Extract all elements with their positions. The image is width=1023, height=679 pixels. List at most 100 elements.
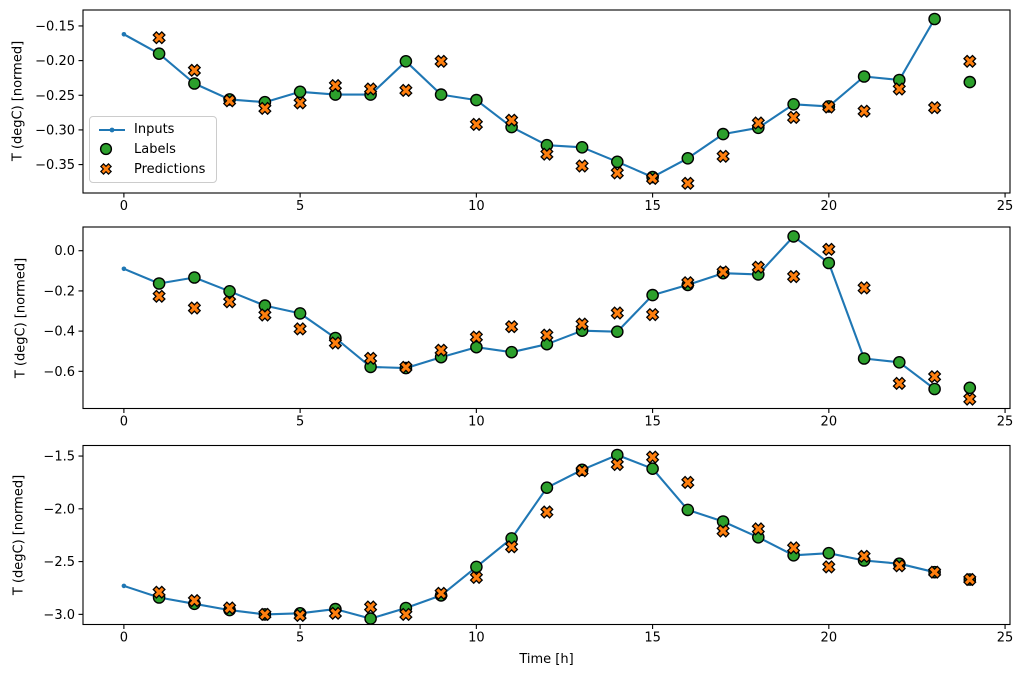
label-marker: [470, 560, 483, 574]
prediction-marker: [434, 54, 448, 69]
prediction-marker: [681, 475, 695, 490]
legend-entry-labels: Labels: [98, 141, 210, 157]
inputs-line: [123, 453, 935, 620]
label-marker: [611, 155, 624, 169]
prediction-marker: [399, 607, 413, 622]
subplot-2: 0.0 −0.2 −0.4 −0.6 0 5 10 15 20 25: [43, 226, 1013, 430]
label-marker: [893, 355, 906, 369]
legend: Inputs Labels Predictions: [89, 116, 217, 183]
y-tick-label: −0.30: [35, 123, 75, 138]
label-marker: [470, 93, 483, 107]
prediction-marker: [222, 295, 237, 309]
prediction-marker: [399, 83, 413, 98]
x-axis-ticks: 0 5 10 15 20 25: [120, 408, 1013, 430]
label-marker: [787, 230, 800, 243]
prediction-marker: [610, 306, 625, 320]
prediction-marker: [363, 600, 378, 614]
x-tick-label: 20: [821, 631, 838, 646]
prediction-marker: [610, 457, 625, 472]
y-tick-label: −0.15: [35, 19, 75, 34]
x-tick-label: 0: [120, 415, 128, 430]
prediction-marker: [222, 94, 237, 108]
prediction-marker: [152, 30, 166, 45]
y-axis-label-bottom: T (degC) [normed]: [11, 474, 27, 596]
label-marker: [681, 503, 695, 517]
prediction-marker: [751, 522, 766, 536]
inputs-line: [123, 235, 936, 390]
prediction-marker: [258, 101, 272, 116]
legend-label-inputs: Inputs: [134, 122, 175, 138]
y-tick-label: −2.0: [43, 502, 75, 517]
y-axis-label-middle: T (degC) [normed]: [13, 257, 29, 379]
prediction-marker: [681, 176, 695, 191]
label-marker: [399, 55, 413, 68]
label-marker: [611, 325, 624, 339]
prediction-marker: [434, 586, 448, 601]
label-marker: [188, 77, 201, 90]
prediction-marker: [328, 606, 343, 621]
x-tick-label: 10: [468, 631, 485, 646]
prediction-marker: [328, 78, 343, 93]
label-marker: [364, 612, 377, 625]
x-axis-label: Time [h]: [519, 652, 574, 667]
labels-series: [152, 230, 977, 396]
x-tick-label: 10: [468, 199, 485, 214]
y-tick-label: −0.20: [35, 54, 75, 69]
prediction-marker: [645, 450, 660, 464]
prediction-marker: [540, 505, 554, 519]
inputs-line-icon: [99, 127, 125, 133]
y-tick-label: −0.2: [43, 284, 75, 299]
label-marker: [822, 256, 836, 270]
prediction-marker: [152, 289, 166, 304]
label-marker: [293, 307, 307, 320]
label-marker: [928, 382, 941, 396]
x-tick-label: 5: [296, 199, 304, 214]
input-dot: [121, 32, 127, 37]
prediction-marker: [293, 608, 307, 623]
prediction-marker: [258, 607, 272, 622]
prediction-marker: [645, 307, 660, 322]
prediction-marker: [716, 265, 730, 279]
label-marker: [646, 288, 659, 302]
x-tick-label: 15: [644, 415, 661, 430]
predictions-x-icon: [99, 163, 113, 176]
predictions-series: [152, 30, 977, 191]
label-marker: [857, 352, 871, 365]
label-marker: [716, 127, 730, 141]
prediction-marker: [751, 260, 766, 274]
prediction-marker: [575, 464, 589, 478]
prediction-marker: [540, 147, 554, 161]
labels-circle-icon: [99, 143, 113, 156]
label-marker: [928, 12, 941, 26]
label-marker: [575, 140, 589, 154]
inputs-series: [121, 452, 937, 621]
label-marker: [646, 462, 659, 476]
label-marker: [505, 345, 518, 359]
predictions-series: [152, 450, 977, 623]
prediction-marker: [716, 149, 730, 164]
x-tick-label: 20: [821, 415, 838, 430]
label-marker: [716, 515, 730, 528]
prediction-marker: [927, 565, 942, 579]
legend-entry-inputs: Inputs: [98, 122, 210, 138]
y-tick-label: −1.5: [43, 450, 75, 465]
prediction-marker: [293, 322, 307, 336]
prediction-marker: [822, 560, 836, 574]
x-axis-ticks: 0 5 10 15 20 25: [120, 624, 1013, 646]
x-tick-label: 10: [468, 415, 485, 430]
y-axis-ticks: −0.15 −0.20 −0.25 −0.30 −0.35: [35, 19, 83, 173]
label-marker: [963, 381, 977, 395]
axes-frame: [82, 226, 1011, 410]
prediction-marker: [504, 319, 519, 334]
prediction-marker: [363, 82, 378, 96]
prediction-marker: [504, 540, 519, 554]
x-tick-label: 0: [120, 631, 128, 646]
prediction-marker: [469, 117, 484, 132]
prediction-marker: [786, 110, 801, 125]
prediction-marker: [716, 524, 730, 538]
prediction-marker: [892, 82, 907, 96]
y-tick-label: 0.0: [54, 244, 75, 259]
y-tick-label: −0.35: [35, 158, 75, 173]
